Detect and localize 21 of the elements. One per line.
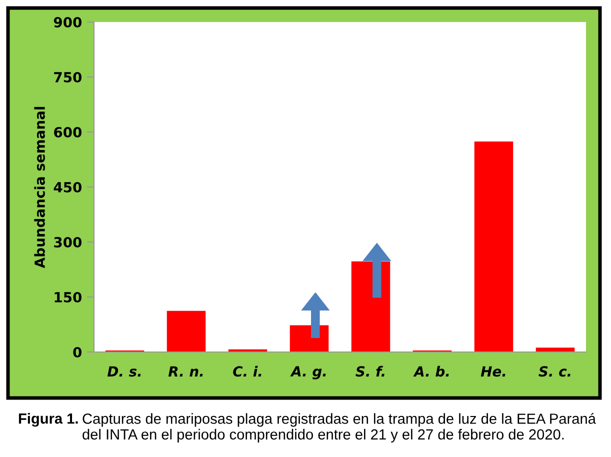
x-tick-label: A. g. (290, 366, 326, 380)
x-tick-label: He. (480, 366, 506, 377)
bar (166, 310, 206, 352)
bar (474, 142, 514, 352)
y-tick-label: 900 (54, 16, 82, 28)
x-tick-label: C. i. (233, 366, 262, 377)
y-tick-label: 600 (54, 126, 82, 138)
text: Figura 1. (18, 413, 78, 427)
y-tick-label: 450 (54, 182, 82, 192)
x-tick-label: A. b. (413, 366, 449, 377)
x-tick-label: S. c. (538, 366, 570, 377)
x-tick-label: S. f. (356, 366, 384, 377)
x-tick-label: D. s. (107, 366, 141, 377)
y-tick-label: 0 (73, 346, 82, 358)
x-tick-label: R. n. (168, 366, 203, 376)
y-tick-label: 300 (54, 236, 82, 248)
bar (536, 348, 575, 352)
y-tick-label: 750 (54, 72, 82, 82)
text: Capturas de mariposas plaga registradas en la trampa de luz de la EEA Paraná del INTA en el periodo comprendido entre el 21 y el 27 de febrero de 2020. (82, 413, 596, 442)
y-axis-title: Abundancia semanal (34, 106, 45, 268)
y-tick-label: 150 (54, 292, 82, 302)
